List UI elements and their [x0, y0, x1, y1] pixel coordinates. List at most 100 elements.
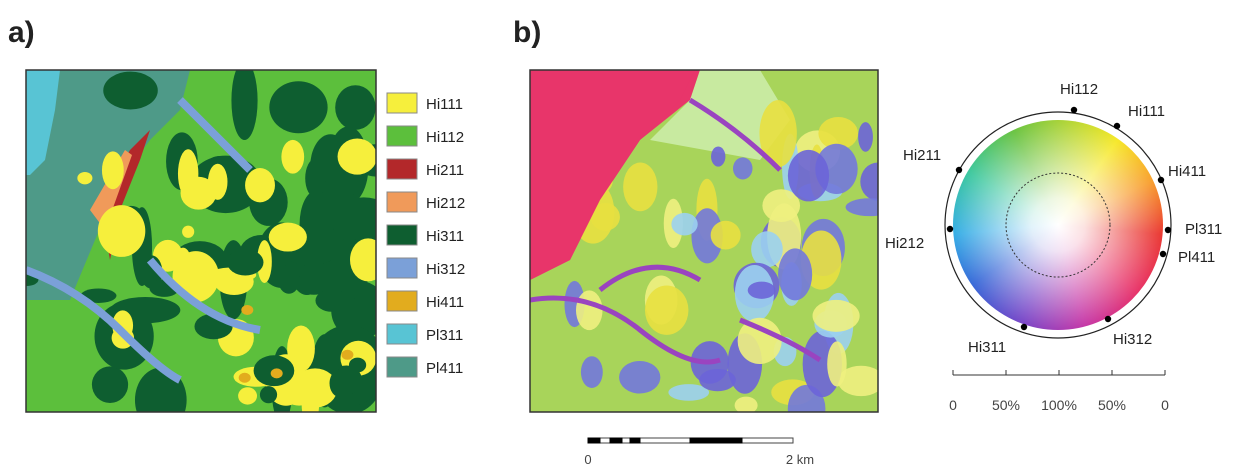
scale-label: 2 km	[786, 452, 814, 467]
axis-tick-label: 0	[1161, 397, 1169, 413]
map-area	[338, 139, 377, 175]
map-blob	[581, 356, 603, 388]
wheel-label: Hi112	[1060, 81, 1098, 98]
wheel-label: Hi312	[1113, 331, 1152, 348]
map-blob	[846, 198, 894, 216]
page: a) b) Hi111 Hi112 Hi211 Hi212 Hi311 Hi312 Hi41…	[0, 0, 1234, 470]
map-blob	[645, 285, 688, 334]
map-area	[330, 369, 352, 397]
map-blob	[788, 150, 829, 202]
legend-label: Hi211	[426, 162, 464, 179]
legend-swatch	[387, 291, 417, 311]
axis-tick-label: 50%	[992, 397, 1020, 413]
wheel-dot	[947, 226, 953, 232]
map-area	[239, 373, 251, 383]
legend-swatch	[387, 192, 417, 212]
legend-swatch	[387, 93, 417, 113]
map-blob	[671, 213, 697, 236]
map-blob	[813, 300, 860, 332]
map-blob	[699, 369, 736, 391]
map-blob	[623, 163, 657, 212]
axis-tick-label: 50%	[1098, 397, 1126, 413]
wheel-dot	[1165, 227, 1171, 233]
map-area	[349, 358, 366, 373]
legend-label: Pl311	[426, 327, 463, 344]
wheel-label: Hi411	[1168, 163, 1206, 180]
map-area	[269, 81, 327, 133]
wheel-label: Hi212	[885, 235, 924, 252]
wheel-inner	[1006, 173, 1110, 277]
panel-label: b)	[513, 16, 541, 49]
map-blob	[733, 157, 753, 179]
wheel-dot	[1105, 316, 1111, 322]
panel-label: a)	[8, 16, 35, 49]
legend-label: Hi111	[426, 96, 463, 113]
map-area	[332, 193, 365, 241]
map-area	[231, 61, 257, 140]
map-area	[182, 226, 194, 238]
map-area	[102, 151, 124, 189]
map-blob	[738, 318, 782, 364]
legend-label: Hi112	[426, 129, 464, 146]
map-area	[241, 305, 253, 315]
map-area	[281, 140, 304, 174]
map-area	[92, 366, 128, 403]
map-blob	[778, 248, 812, 300]
wheel-ring	[945, 112, 1171, 338]
map-area	[269, 223, 307, 252]
legend-swatch	[387, 159, 417, 179]
wheel-label: Hi211	[903, 147, 941, 164]
scale-bar	[588, 438, 793, 443]
map-area	[271, 368, 283, 378]
wheel-label: Pl411	[1178, 249, 1215, 266]
wheel-dot	[1071, 107, 1077, 113]
map-a	[15, 61, 407, 432]
map-blob	[858, 122, 873, 152]
wheel-dot	[1158, 177, 1164, 183]
map-area	[278, 265, 300, 294]
map-blob	[751, 231, 783, 267]
map-blob	[711, 147, 725, 167]
map-blob	[711, 221, 741, 250]
map-area	[350, 238, 386, 281]
legend-swatch	[387, 324, 417, 344]
legend-label: Hi411	[426, 294, 464, 311]
map-area	[300, 190, 334, 258]
wheel-dot	[1021, 324, 1027, 330]
map-area	[227, 249, 263, 275]
map-area	[260, 386, 277, 403]
scale-label: 0	[584, 452, 591, 467]
map-area	[208, 164, 228, 200]
wheel-label: Pl311	[1185, 221, 1222, 238]
wheel-label: Hi111	[1128, 103, 1165, 120]
map-b	[530, 70, 895, 432]
wheel-label: Hi311	[968, 339, 1006, 356]
figure: a) b) Hi111 Hi112 Hi211 Hi212 Hi311 Hi312 Hi41…	[0, 0, 1234, 470]
map-area	[335, 85, 375, 130]
map-blob	[827, 341, 846, 386]
wheel-dot	[1160, 251, 1166, 257]
legend-swatch	[387, 225, 417, 245]
axis-tick-label: 0	[949, 397, 957, 413]
legend-label: Hi312	[426, 261, 465, 278]
legend-swatch	[387, 357, 417, 377]
legend-label: Hi311	[426, 228, 464, 245]
legend-swatch	[387, 258, 417, 278]
wheel-dot	[956, 167, 962, 173]
map-area	[238, 387, 257, 404]
legend-label: Hi212	[426, 195, 465, 212]
map-area	[103, 72, 158, 110]
map-area	[178, 149, 198, 198]
map-blob	[576, 290, 603, 330]
wheel-dot	[1114, 123, 1120, 129]
legend-swatch	[387, 126, 417, 146]
axis-tick-label: 100%	[1041, 397, 1077, 413]
map-area	[77, 172, 92, 184]
legend-label: Pl411	[426, 360, 463, 377]
map-blob	[748, 282, 776, 299]
map-area	[245, 168, 275, 202]
map-area	[98, 205, 145, 257]
map-area	[341, 350, 353, 360]
map-blob	[619, 361, 660, 394]
map-area	[322, 260, 343, 294]
